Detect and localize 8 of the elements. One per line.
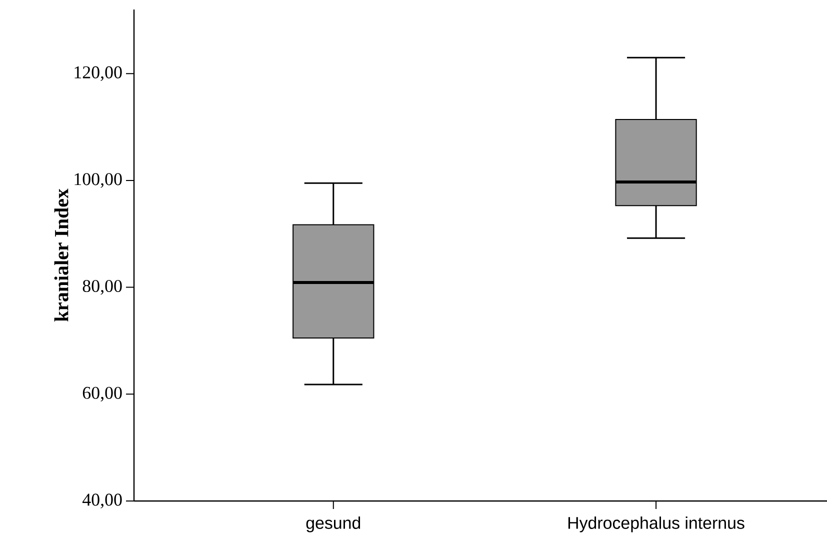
y-tick-label: 60,00 [82,386,122,402]
y-tick-label: 120,00 [74,66,122,81]
y-tick-label: 80,00 [82,280,122,295]
y-tick-label: 40,00 [82,494,122,508]
x-tick-label: gesund [306,516,360,532]
y-tick-label: 100,00 [74,173,122,188]
y-axis-title: kranialer Index [54,188,68,322]
x-tick-label: Hydrocephalus internus [568,516,744,532]
